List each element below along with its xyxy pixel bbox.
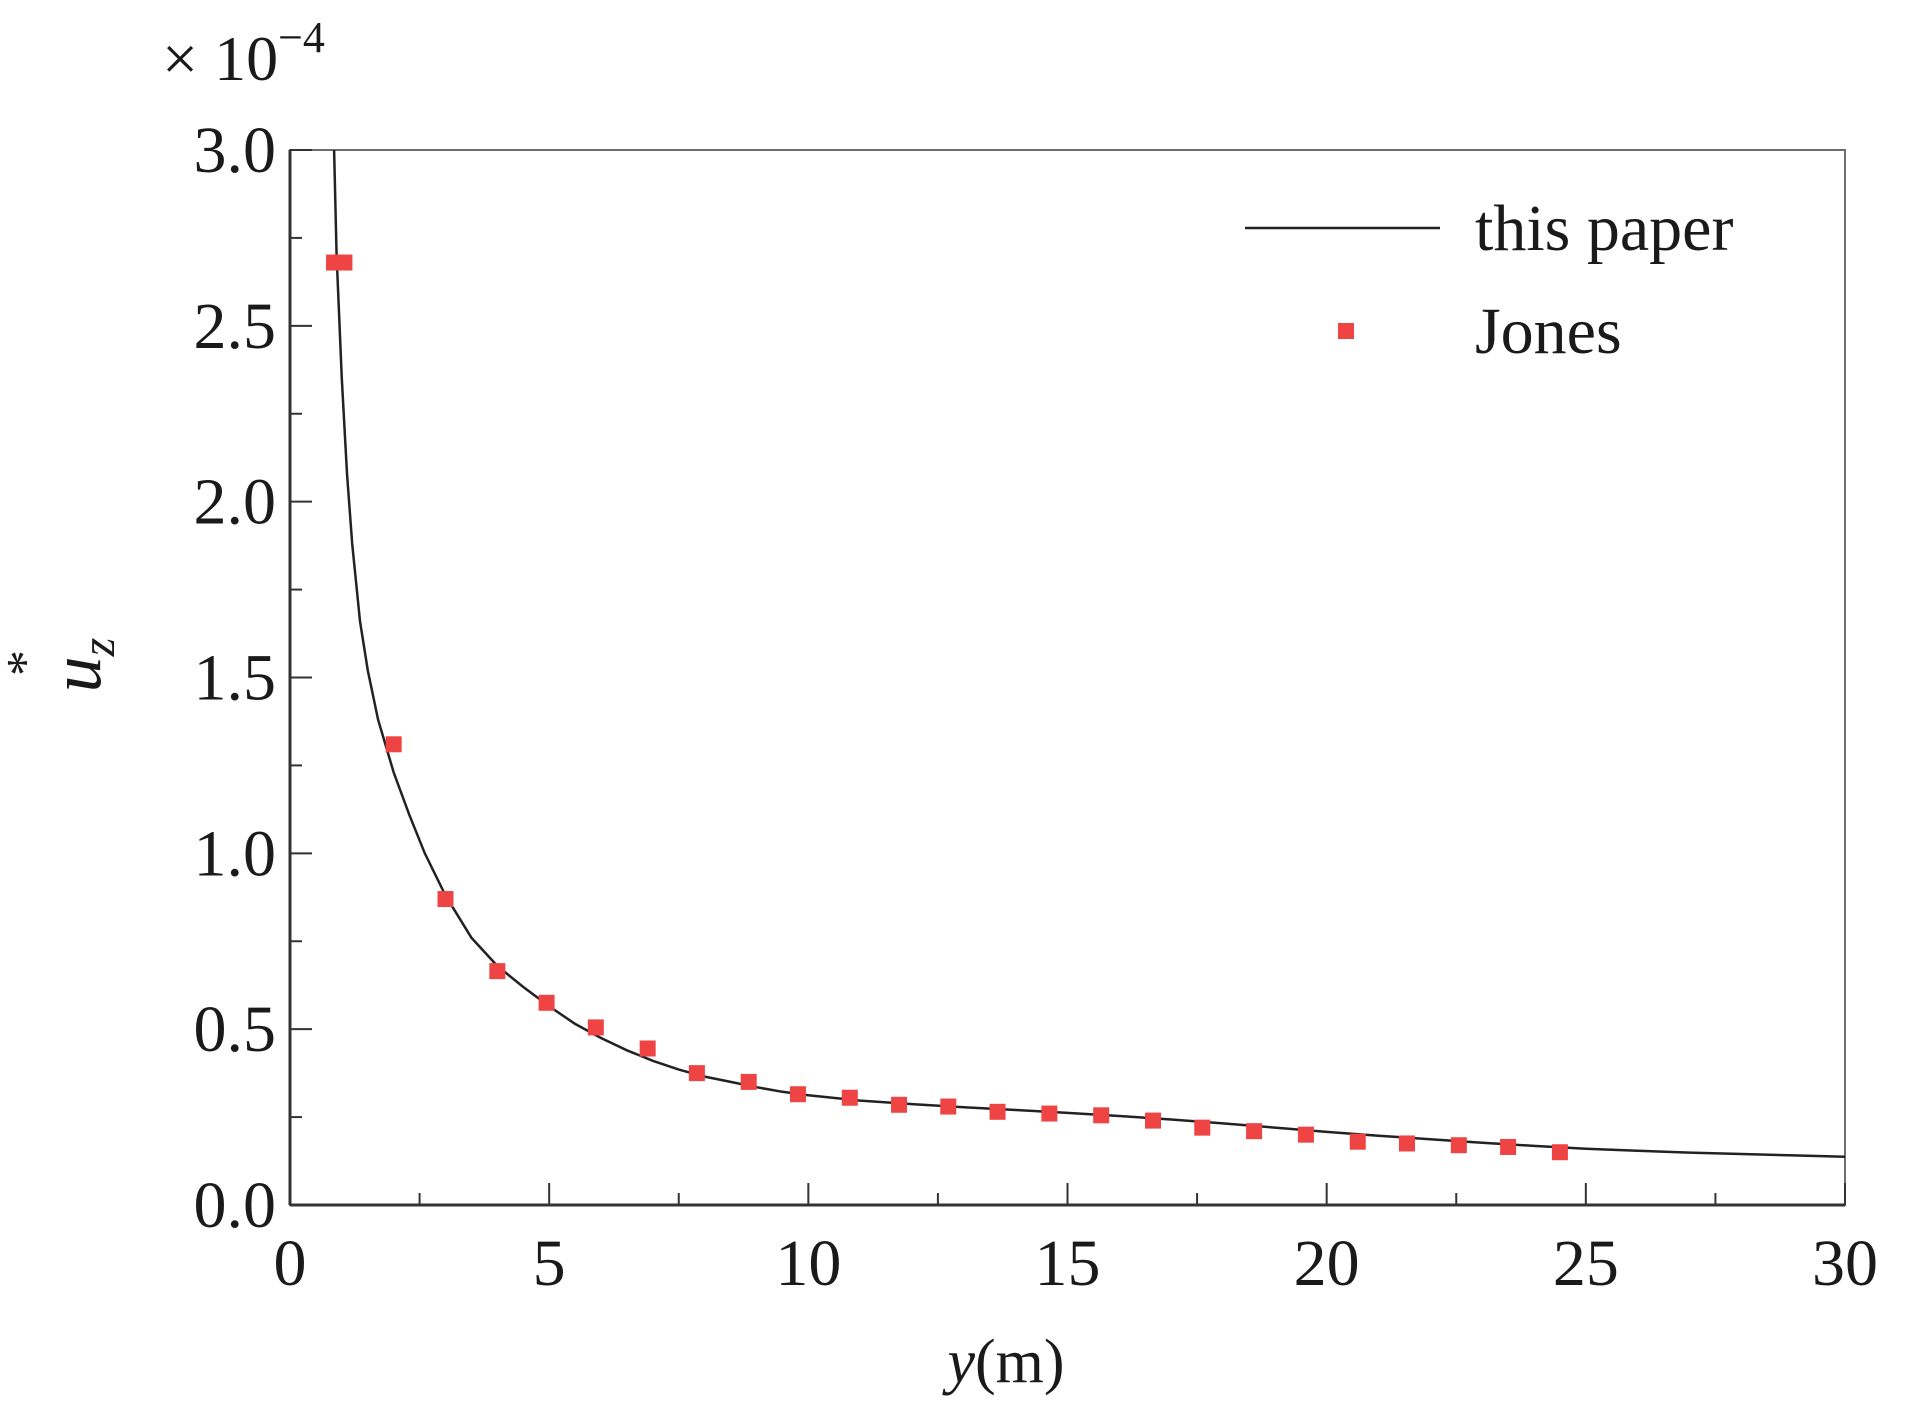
- x-axis-title-unit: (m): [975, 1328, 1065, 1396]
- svg-text:uz: uz: [36, 637, 125, 692]
- scatter-point: [940, 1098, 957, 1115]
- y-axis-ticks: 0.0 0.5 1.0 1.5 2.0 2.5 3.0: [194, 114, 312, 1242]
- scatter-point: [841, 1089, 858, 1106]
- scatter-point: [789, 1086, 806, 1103]
- x-tick-label: 20: [1294, 1227, 1360, 1300]
- scatter-point: [1041, 1105, 1058, 1122]
- y-tick-label: 3.0: [194, 114, 277, 187]
- scatter-point: [385, 736, 402, 753]
- scatter-point: [891, 1096, 908, 1113]
- scatter-point: [1145, 1112, 1162, 1129]
- scatter-point: [1093, 1107, 1110, 1124]
- y-axis-title-sup: *: [0, 650, 54, 676]
- scatter-point: [1500, 1138, 1517, 1155]
- scatter-point: [437, 891, 454, 908]
- scatter-point: [1246, 1123, 1263, 1140]
- legend: this paper Jones: [1245, 192, 1733, 368]
- scatter-point: [1297, 1126, 1314, 1143]
- scatter-point: [1399, 1135, 1416, 1152]
- x-tick-label: 10: [775, 1227, 841, 1300]
- x-axis-title: y(m): [941, 1328, 1064, 1396]
- legend-marker-swatch: [1338, 323, 1354, 339]
- x-axis-title-var: y: [941, 1328, 975, 1396]
- x-tick-label: 0: [274, 1227, 307, 1300]
- legend-label-this-paper: this paper: [1475, 192, 1733, 265]
- y-axis-title: uz *: [0, 637, 125, 692]
- scatter-point: [740, 1073, 757, 1090]
- y-tick-label: 0.0: [194, 1169, 277, 1242]
- y-multiplier-base: × 10: [162, 23, 278, 94]
- x-tick-label: 25: [1553, 1227, 1619, 1300]
- y-axis-title-sub: z: [72, 637, 125, 657]
- y-tick-label: 2.5: [194, 290, 277, 363]
- y-multiplier-label: × 10−4: [162, 13, 325, 94]
- y-tick-label: 0.5: [194, 993, 277, 1066]
- legend-label-jones: Jones: [1475, 295, 1622, 368]
- scatter-point: [1194, 1119, 1211, 1136]
- x-axis-ticks: 0 5 10 15 20 25 30: [274, 1183, 1878, 1300]
- scatter-point: [688, 1065, 705, 1082]
- scatter-point: [989, 1103, 1006, 1120]
- x-tick-label: 15: [1035, 1227, 1101, 1300]
- scatter-point: [489, 963, 506, 980]
- y-multiplier-exponent: −4: [278, 13, 325, 62]
- y-tick-label: 1.5: [194, 642, 277, 715]
- scatter-point: [1450, 1137, 1467, 1154]
- series-jones: [326, 254, 1568, 1161]
- y-axis-title-var: u: [36, 656, 116, 692]
- scatter-point: [336, 254, 353, 271]
- scatter-point: [538, 994, 555, 1011]
- x-tick-label: 5: [533, 1227, 566, 1300]
- scatter-point: [1349, 1133, 1366, 1150]
- scatter-point: [587, 1019, 604, 1036]
- scatter-point: [639, 1040, 656, 1057]
- y-tick-label: 1.0: [194, 817, 277, 890]
- x-tick-label: 30: [1812, 1227, 1878, 1300]
- y-tick-label: 2.0: [194, 466, 277, 539]
- scatter-point: [1551, 1144, 1568, 1161]
